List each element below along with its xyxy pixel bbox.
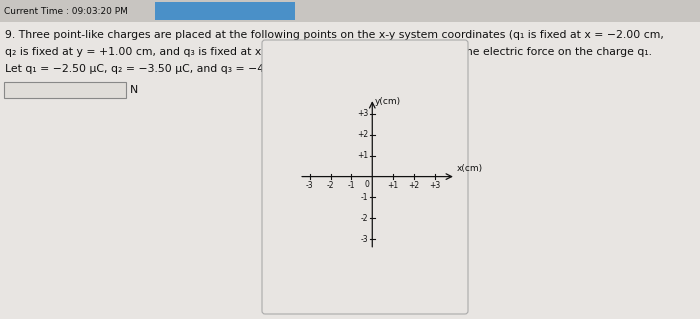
Text: -3: -3	[361, 235, 368, 244]
Text: +1: +1	[388, 181, 399, 190]
Text: -1: -1	[348, 181, 355, 190]
Text: -3: -3	[306, 181, 314, 190]
Text: y(cm): y(cm)	[374, 97, 401, 106]
FancyBboxPatch shape	[4, 82, 126, 98]
FancyBboxPatch shape	[262, 40, 468, 314]
Text: 9. Three point-like charges are placed at the following points on the x-y system: 9. Three point-like charges are placed a…	[5, 30, 664, 40]
Bar	[155, 2, 295, 20]
Text: Current Time : 09:03:20 PM: Current Time : 09:03:20 PM	[4, 6, 128, 16]
Text: +3: +3	[357, 109, 368, 118]
Text: +2: +2	[358, 130, 368, 139]
Text: 0: 0	[364, 180, 369, 189]
Text: -2: -2	[327, 181, 335, 190]
Text: -1: -1	[361, 193, 368, 202]
Text: Let q₁ = −2.50 μC, q₂ = −3.50 μC, and q₃ = −4.20 μC.: Let q₁ = −2.50 μC, q₂ = −3.50 μC, and q₃…	[5, 64, 302, 74]
Text: -2: -2	[361, 214, 368, 223]
Bar	[0, 0, 700, 22]
Text: +2: +2	[409, 181, 419, 190]
Text: q₂ is fixed at y = +1.00 cm, and q₃ is fixed at x = +3.00 cm. Find the magnitude: q₂ is fixed at y = +1.00 cm, and q₃ is f…	[5, 47, 652, 57]
Text: +1: +1	[358, 151, 368, 160]
Text: N: N	[130, 85, 139, 95]
Text: +3: +3	[429, 181, 440, 190]
Text: x(cm): x(cm)	[457, 165, 483, 174]
